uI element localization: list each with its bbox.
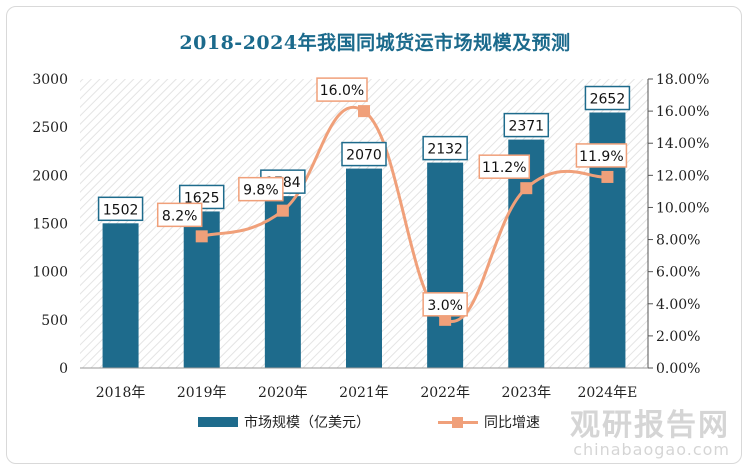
left-tick-label: 0 bbox=[59, 361, 68, 377]
left-tick-label: 1000 bbox=[32, 265, 68, 281]
left-tick-label: 2500 bbox=[32, 120, 68, 136]
growth-data-label-box bbox=[156, 202, 203, 228]
left-tick-label: 3000 bbox=[32, 72, 68, 88]
growth-data-label: 8.2% bbox=[162, 208, 198, 224]
bar-data-label: 2652 bbox=[590, 92, 626, 108]
growth-data-label-box bbox=[316, 77, 368, 102]
right-tick-label: 12.00% bbox=[656, 168, 709, 184]
right-tick-label: 6.00% bbox=[656, 265, 700, 281]
right-tick-label: 8.00% bbox=[656, 233, 700, 249]
bar-data-label-box bbox=[503, 112, 550, 138]
left-axis: 0 500 1000 1500 2000 2500 3000 bbox=[32, 72, 68, 377]
growth-data-label-box bbox=[422, 292, 468, 317]
bar bbox=[427, 162, 464, 368]
bar-data-label: 1625 bbox=[184, 190, 220, 206]
growth-data-label: 9.8% bbox=[243, 183, 279, 199]
growth-data-label: 16.0% bbox=[320, 83, 364, 99]
left-tick-label: 2000 bbox=[32, 168, 68, 184]
data-labels: 15021625178420702132237126528.2%9.8%16.0… bbox=[97, 77, 631, 317]
bar-data-label: 1502 bbox=[103, 202, 139, 218]
legend-item-market-size: 市场规模（亿美元） bbox=[198, 412, 370, 432]
right-tick-label: 14.00% bbox=[656, 136, 709, 152]
growth-data-label: 11.2% bbox=[482, 160, 526, 176]
watermark-name: 观研报告网 bbox=[570, 408, 730, 443]
bar bbox=[102, 223, 139, 368]
bar-data-label-box bbox=[584, 85, 631, 111]
right-tick-label: 10.00% bbox=[656, 200, 709, 216]
right-tick-label: 18.00% bbox=[656, 72, 709, 88]
bar-data-label-box bbox=[341, 141, 387, 167]
chart-title: 2018-2024年我国同城货运市场规模及预测 bbox=[179, 32, 571, 54]
bar-data-label: 2070 bbox=[346, 148, 382, 164]
x-tick-label: 2022年 bbox=[420, 385, 470, 401]
x-tick-label: 2024年E bbox=[577, 385, 637, 401]
legend-item-growth: 同比增速 bbox=[438, 412, 540, 432]
left-tick-label: 500 bbox=[41, 313, 68, 329]
growth-marker bbox=[520, 182, 533, 195]
x-tick-label: 2019年 bbox=[177, 385, 227, 401]
watermark-url: chinabaogao.com bbox=[573, 440, 730, 459]
x-axis-categories: 2018年 2019年 2020年 2021年 2022年 2023年 2024年E bbox=[96, 385, 638, 401]
right-axis: 0.00% 2.00% 4.00% 6.00% 8.00% 10.00% 12.00% 14.… bbox=[647, 72, 709, 377]
growth-marker bbox=[276, 204, 289, 217]
legend: 市场规模（亿美元） 同比增速 bbox=[168, 412, 588, 440]
bar bbox=[346, 168, 382, 368]
legend-label-market-size: 市场规模（亿美元） bbox=[244, 415, 370, 431]
bar-data-label-box bbox=[422, 135, 468, 161]
line-series bbox=[195, 105, 614, 326]
growth-data-label-box bbox=[478, 154, 531, 179]
left-tick-label: 1500 bbox=[32, 217, 68, 233]
right-tick-label: 4.00% bbox=[656, 297, 700, 313]
x-tick-label: 2020年 bbox=[258, 385, 308, 401]
bar-data-label-box bbox=[97, 196, 144, 222]
right-tick-label: 16.00% bbox=[656, 104, 709, 120]
growth-marker bbox=[195, 230, 208, 243]
growth-marker bbox=[439, 313, 452, 326]
legend-bar-swatch bbox=[198, 417, 238, 427]
growth-data-label: 11.9% bbox=[579, 149, 623, 165]
legend-line-swatch bbox=[438, 416, 478, 428]
growth-data-label-box bbox=[575, 143, 628, 168]
growth-data-label-box bbox=[238, 176, 284, 202]
watermark-logo: 观研报告网 chinabaogao.com bbox=[570, 400, 730, 459]
bar-data-label: 2371 bbox=[508, 119, 544, 135]
bar-data-label: 2132 bbox=[427, 142, 463, 158]
x-tick-label: 2021年 bbox=[339, 385, 389, 401]
right-tick-label: 0.00% bbox=[656, 361, 700, 377]
growth-marker bbox=[601, 170, 614, 183]
right-tick-label: 2.00% bbox=[656, 329, 700, 345]
growth-marker bbox=[358, 105, 370, 118]
x-tick-label: 2023年 bbox=[501, 385, 551, 401]
x-tick-label: 2018年 bbox=[96, 385, 146, 401]
bar bbox=[264, 196, 301, 368]
legend-label-growth: 同比增速 bbox=[484, 415, 540, 431]
growth-data-label: 3.0% bbox=[427, 298, 463, 314]
